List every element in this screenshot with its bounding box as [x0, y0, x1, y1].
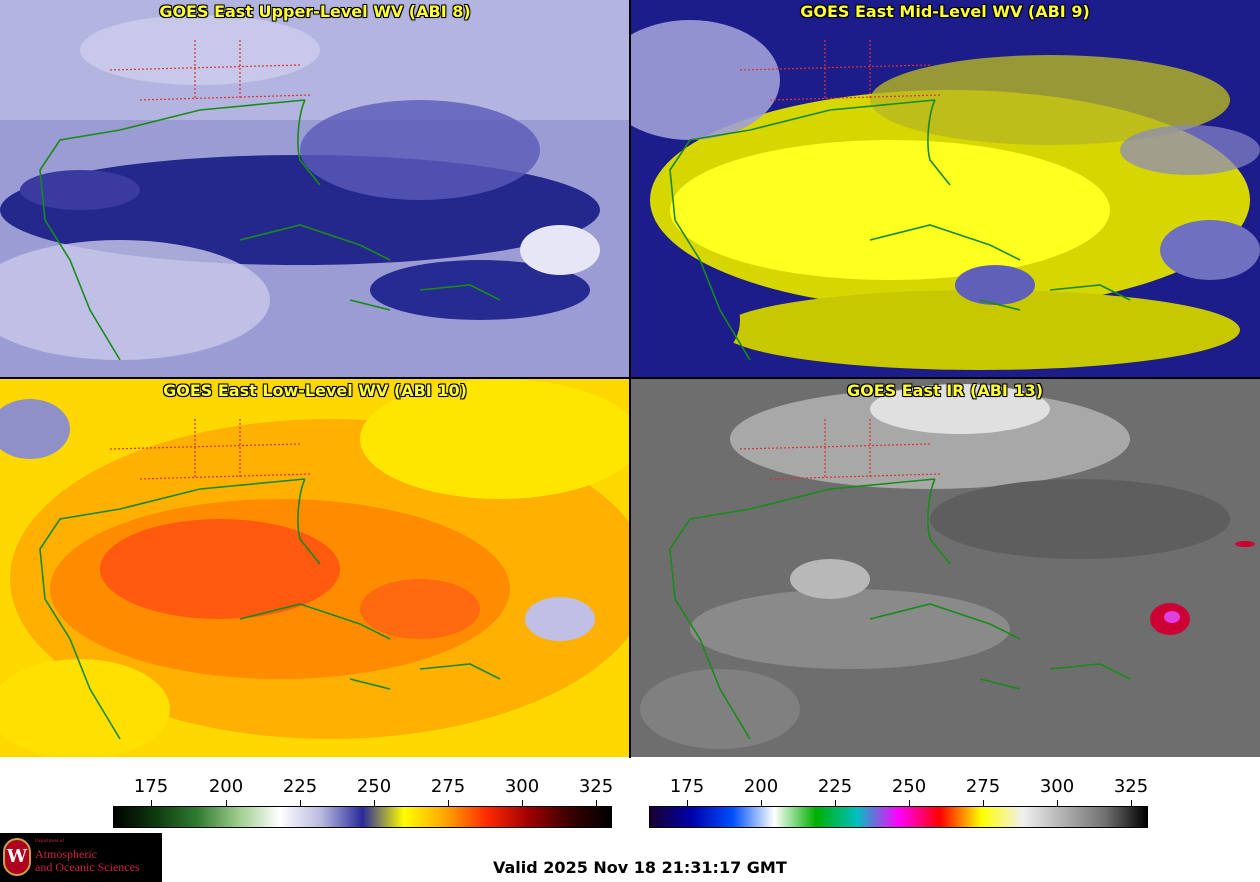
ir-tick-label: 300 [1039, 776, 1075, 797]
valid-time: Valid 2025 Nov 18 21:31:17 GMT [493, 858, 787, 877]
panel-upper-level-wv: GOES East Upper-Level WV (ABI 8) [0, 0, 630, 378]
panel-ir: GOES East IR (ABI 13) [630, 379, 1260, 757]
ir-tick-mark [687, 800, 688, 806]
ir-tick-mark [909, 800, 910, 806]
panel-mid-level-wv: GOES East Mid-Level WV (ABI 9) [630, 0, 1260, 378]
water-vapor-colorbar [113, 806, 612, 828]
ir-tick-mark [761, 800, 762, 806]
wv-tick-mark [300, 800, 301, 806]
ir-tick-label: 325 [1113, 776, 1149, 797]
uw-seal-icon: W [3, 838, 31, 876]
panel-title: GOES East Upper-Level WV (ABI 8) [159, 2, 471, 21]
wv-tick-label: 175 [133, 776, 169, 797]
ir-tick-mark [1057, 800, 1058, 806]
aos-logo[interactable]: W Department of Atmospheric and Oceanic … [0, 833, 162, 882]
ir-tick-label: 250 [891, 776, 927, 797]
mid-level-wv-image [630, 0, 1260, 378]
logo-department: Department of [35, 839, 65, 844]
panel-divider-horizontal [0, 377, 1260, 379]
wv-tick-label: 275 [430, 776, 466, 797]
wv-tick-mark [448, 800, 449, 806]
ir-tick-mark [983, 800, 984, 806]
ir-colorbar [649, 806, 1148, 828]
wv-tick-mark [596, 800, 597, 806]
panel-title: GOES East Low-Level WV (ABI 10) [163, 381, 467, 400]
upper-level-wv-image [0, 0, 630, 378]
panel-low-level-wv: GOES East Low-Level WV (ABI 10) [0, 379, 630, 757]
ir-tick-label: 275 [965, 776, 1001, 797]
ir-tick-label: 200 [743, 776, 779, 797]
wv-tick-label: 300 [504, 776, 540, 797]
wv-tick-mark [374, 800, 375, 806]
wv-tick-mark [151, 800, 152, 806]
wv-tick-mark [522, 800, 523, 806]
ir-tick-mark [835, 800, 836, 806]
logo-line2: and Oceanic Sciences [35, 860, 140, 874]
ir-tick-mark [1131, 800, 1132, 806]
ir-image [630, 379, 1260, 757]
ir-tick-label: 225 [817, 776, 853, 797]
wv-tick-label: 250 [356, 776, 392, 797]
wv-tick-label: 325 [578, 776, 614, 797]
wv-tick-label: 225 [282, 776, 318, 797]
logo-line1: Atmospheric [35, 847, 97, 861]
ir-tick-label: 175 [669, 776, 705, 797]
panel-divider-vertical [629, 0, 631, 758]
low-level-wv-image [0, 379, 630, 757]
panel-title: GOES East Mid-Level WV (ABI 9) [800, 2, 1090, 21]
panel-title: GOES East IR (ABI 13) [846, 381, 1044, 400]
wv-tick-label: 200 [208, 776, 244, 797]
wv-tick-mark [226, 800, 227, 806]
